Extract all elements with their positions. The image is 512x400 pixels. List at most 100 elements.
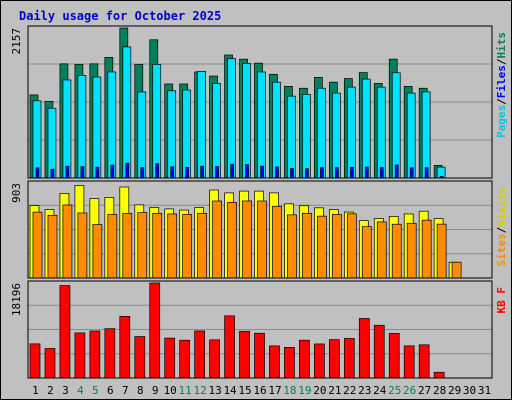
bar-sites-day-undefined xyxy=(167,213,178,279)
x-tick-label-day-15: 15 xyxy=(238,384,251,397)
bar-pages-day-26 xyxy=(409,167,414,179)
x-tick-label-day-16: 16 xyxy=(253,384,266,397)
legend-separator: / xyxy=(495,98,508,105)
x-tick-label-day-17: 17 xyxy=(268,384,281,397)
x-tick-label-day-25: 25 xyxy=(388,384,401,397)
bar-sites-day-undefined xyxy=(77,212,88,279)
bar-files-day-2 xyxy=(47,107,57,179)
bar-pages-day-19 xyxy=(305,168,309,179)
x-tick-label-day-2: 2 xyxy=(47,384,54,397)
x-tick-label-day-14: 14 xyxy=(223,384,237,397)
bar-files-day-9 xyxy=(152,64,162,179)
bar-sites-day-undefined xyxy=(242,200,252,279)
x-tick-label-day-3: 3 xyxy=(62,384,69,397)
x-tick-label-day-31: 31 xyxy=(478,384,491,397)
bar-sites-day-undefined xyxy=(376,221,387,279)
bar-files-day-16 xyxy=(257,71,266,179)
bar-sites-day-undefined xyxy=(421,219,432,279)
bar-files-day-11 xyxy=(182,89,192,179)
bar-sites-day-undefined xyxy=(451,261,462,279)
bar-kb-f-day-undefined xyxy=(284,347,295,379)
x-tick-label-day-24: 24 xyxy=(373,384,387,397)
legend-separator: / xyxy=(495,58,508,65)
bar-kb-f-day-undefined xyxy=(179,339,191,379)
bar-kb-f-day-undefined xyxy=(44,348,56,379)
bar-pages-day-5 xyxy=(95,166,100,179)
x-tick-label-day-6: 6 xyxy=(107,384,114,397)
bar-kb-f-day-undefined xyxy=(373,324,385,379)
x-tick-label-day-7: 7 xyxy=(122,384,129,397)
bar-pages-day-21 xyxy=(335,167,339,179)
x-tick-label-day-9: 9 xyxy=(152,384,159,397)
panel-3-legend: KB F xyxy=(495,287,508,314)
bar-kb-f-day-undefined xyxy=(299,339,310,379)
x-tick-label-day-10: 10 xyxy=(164,384,177,397)
bar-sites-day-undefined xyxy=(332,214,342,279)
bar-files-day-7 xyxy=(122,46,132,179)
chart-title: Daily usage for October 2025 xyxy=(19,9,222,23)
bar-pages-day-15 xyxy=(245,164,249,179)
x-tick-label-day-29: 29 xyxy=(448,384,461,397)
x-tick-label-day-28: 28 xyxy=(433,384,446,397)
bar-files-day-12 xyxy=(197,70,206,179)
x-tick-label-day-23: 23 xyxy=(358,384,371,397)
bar-kb-f-day-undefined xyxy=(343,338,355,379)
legend-kb-f: KB F xyxy=(495,287,508,314)
x-tick-label-day-26: 26 xyxy=(403,384,416,397)
panel-2-legend: Sites/Visits xyxy=(495,187,508,267)
panel-2-frame xyxy=(27,180,493,279)
bar-kb-f-day-undefined xyxy=(29,343,41,379)
panel-3-y-tick-label: 18196 xyxy=(10,283,23,316)
bar-sites-day-undefined xyxy=(406,222,417,279)
x-tick-label-day-8: 8 xyxy=(137,384,144,397)
panel-1-legend: Pages/Files/Hits xyxy=(495,32,508,138)
bar-sites-day-undefined xyxy=(391,223,402,279)
bar-kb-f-day-undefined xyxy=(104,328,116,379)
bar-sites-day-undefined xyxy=(361,226,372,279)
legend-files: Files xyxy=(495,65,508,98)
bar-kb-f-day-undefined xyxy=(224,315,235,379)
bar-files-day-18 xyxy=(287,95,296,179)
x-tick-label-day-20: 20 xyxy=(313,384,326,397)
x-tick-label-day-18: 18 xyxy=(283,384,296,397)
bar-sites-day-undefined xyxy=(272,205,282,279)
bar-files-day-24 xyxy=(376,86,386,179)
bar-files-day-4 xyxy=(77,75,87,179)
bar-kb-f-day-undefined xyxy=(209,339,220,379)
bar-sites-day-undefined xyxy=(122,212,133,279)
bar-kb-f-day-undefined xyxy=(134,336,146,379)
bar-pages-day-17 xyxy=(275,166,279,179)
bar-sites-day-undefined xyxy=(137,212,148,279)
bar-sites-day-undefined xyxy=(346,213,357,279)
x-tick-label-day-21: 21 xyxy=(328,384,341,397)
x-tick-label-day-22: 22 xyxy=(343,384,356,397)
bar-kb-f-day-undefined xyxy=(119,316,131,379)
bar-files-day-5 xyxy=(92,76,102,179)
bar-sites-day-undefined xyxy=(92,224,103,279)
bar-pages-day-6 xyxy=(110,164,115,179)
bar-sites-day-undefined xyxy=(257,200,267,279)
bar-files-day-13 xyxy=(212,83,221,179)
bar-sites-day-undefined xyxy=(436,223,447,279)
bar-kb-f-day-undefined xyxy=(358,318,370,379)
x-tick-label-day-27: 27 xyxy=(418,384,431,397)
bar-pages-day-1 xyxy=(35,167,40,179)
bar-files-day-6 xyxy=(107,71,117,179)
bar-kb-f-day-undefined xyxy=(59,285,71,379)
x-tick-label-day-13: 13 xyxy=(208,384,221,397)
bar-sites-day-undefined xyxy=(152,212,163,279)
bar-files-day-23 xyxy=(361,78,371,179)
legend-visits: Visits xyxy=(495,187,508,227)
legend-pages: Pages xyxy=(495,105,508,138)
bar-pages-day-13 xyxy=(215,166,219,179)
bar-files-day-14 xyxy=(227,58,236,179)
bar-pages-day-12 xyxy=(200,165,204,179)
x-tick-label-day-19: 19 xyxy=(298,384,311,397)
bar-files-day-21 xyxy=(332,92,341,179)
bar-sites-day-undefined xyxy=(32,211,43,279)
x-tick-label-day-12: 12 xyxy=(194,384,207,397)
bar-sites-day-undefined xyxy=(287,214,297,279)
x-tick-label-day-11: 11 xyxy=(179,384,192,397)
